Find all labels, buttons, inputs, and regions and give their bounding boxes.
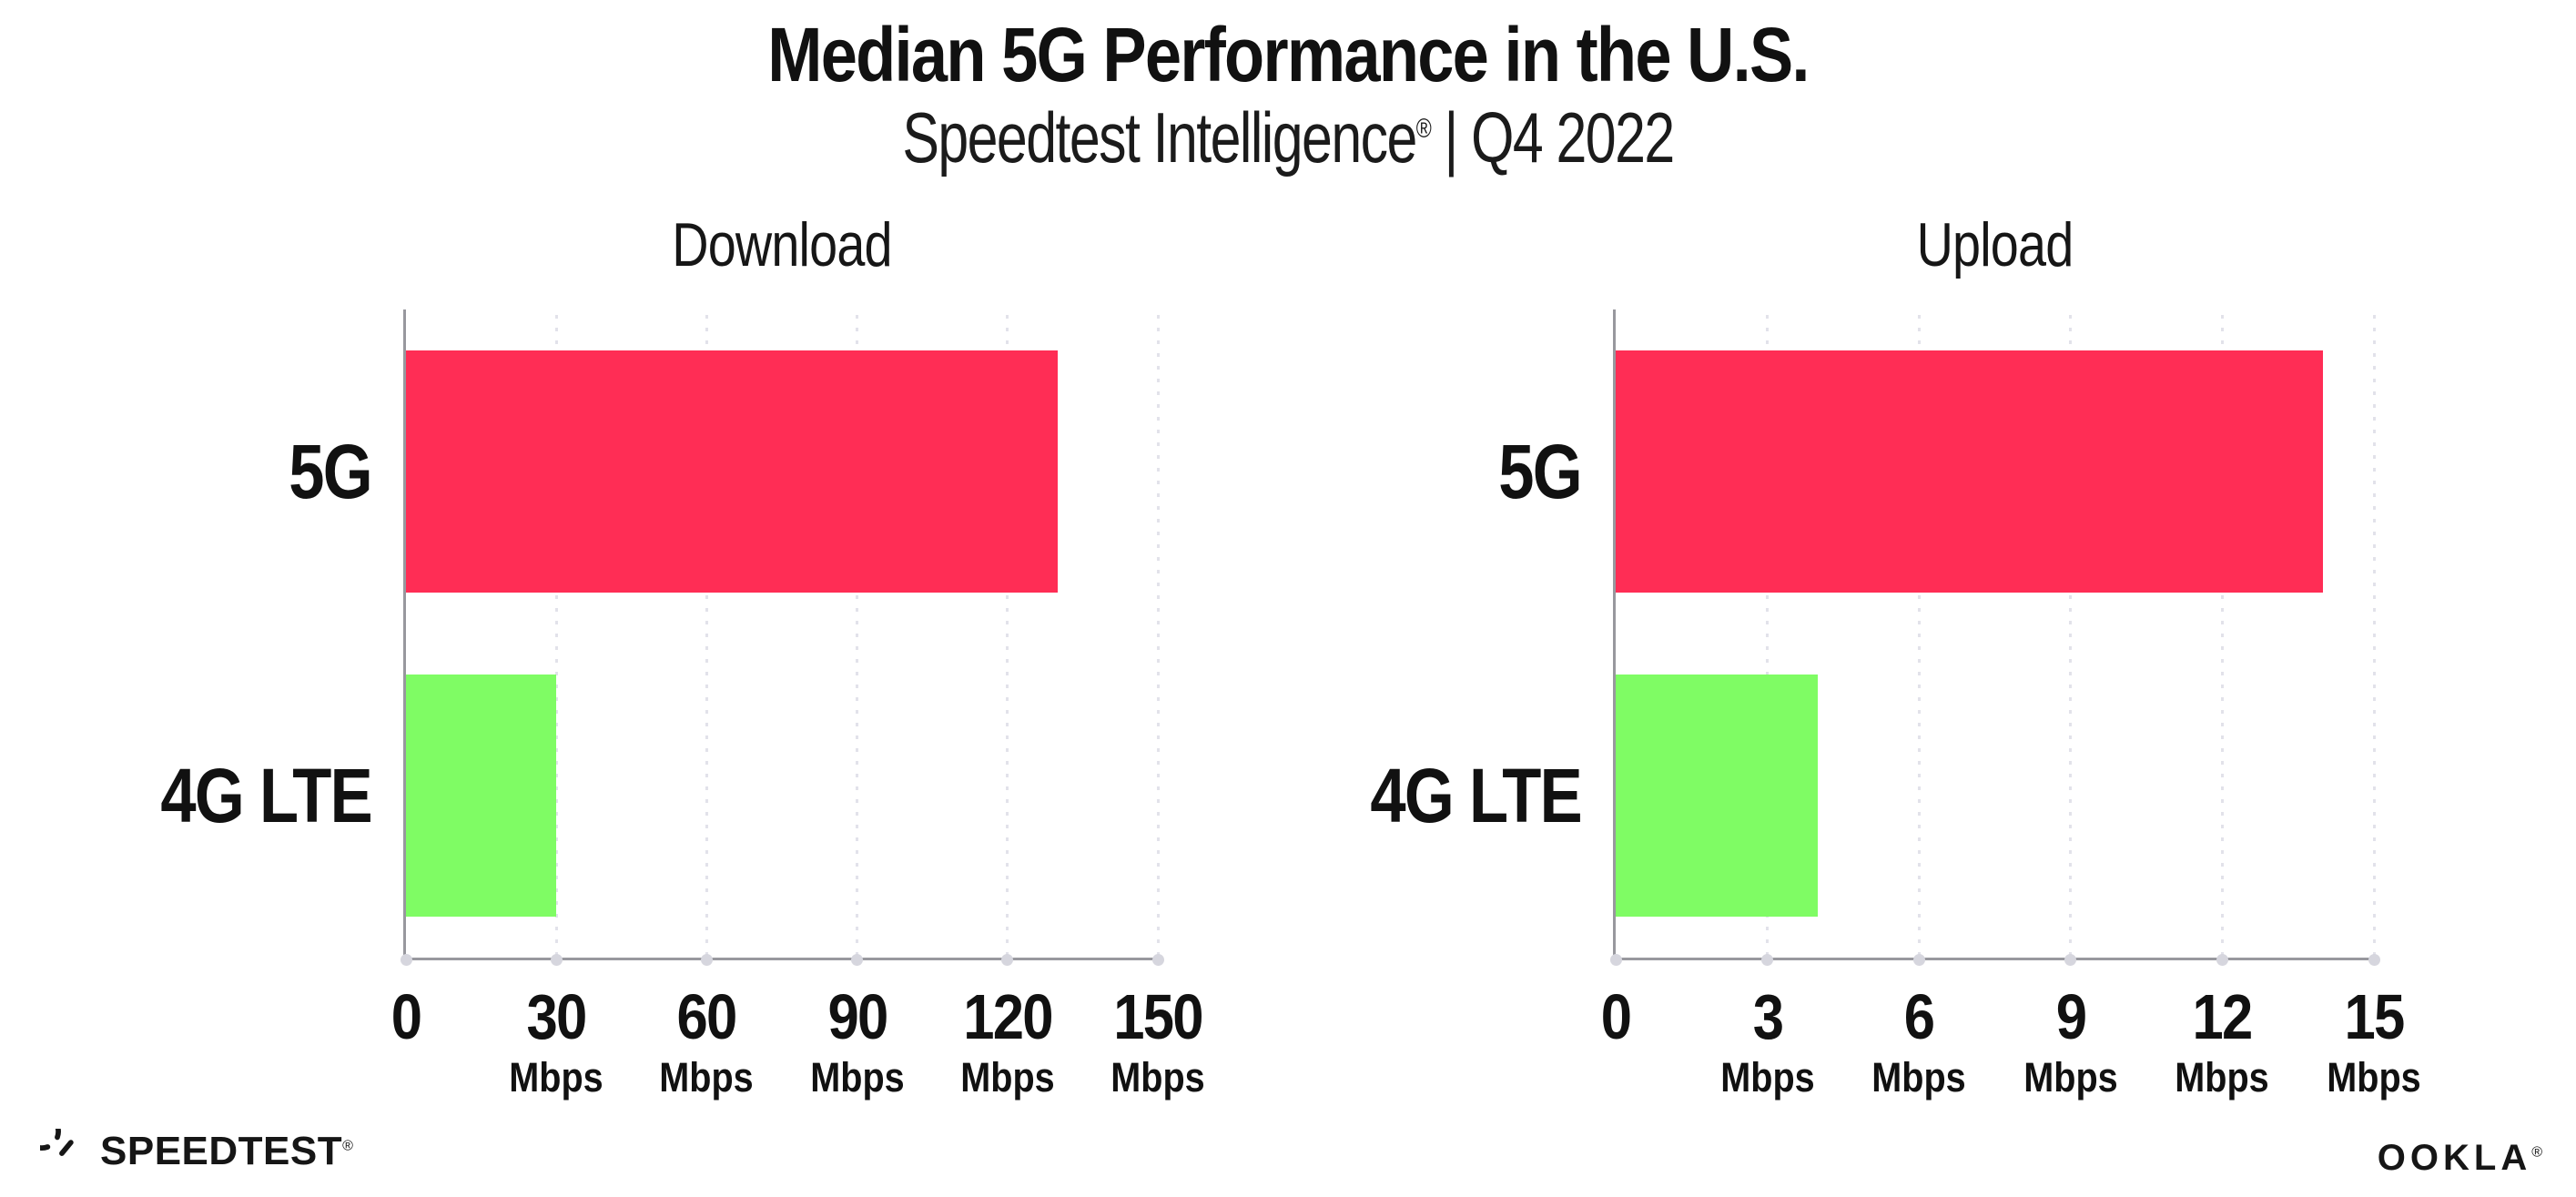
x-tick-label: 0 bbox=[297, 985, 515, 1049]
axis-tick-dot bbox=[2368, 954, 2380, 966]
gridline-150 bbox=[1156, 315, 1160, 958]
page-subtitle: Speedtest Intelligence® | Q4 2022 bbox=[283, 96, 2292, 179]
axis-tick-dot bbox=[1001, 954, 1014, 966]
axis-tick-dot bbox=[851, 954, 864, 966]
x-tick-value: 6 bbox=[1903, 981, 1935, 1052]
subtitle-period: | Q4 2022 bbox=[1430, 97, 1676, 178]
x-tick-unit: Mbps bbox=[1871, 1054, 1966, 1101]
category-label-4g-lte: 4G LTE bbox=[160, 753, 372, 838]
download-chart-title: Download bbox=[672, 210, 892, 279]
axis-tick-dot bbox=[1151, 954, 1164, 966]
x-tick-label: 90 Mbps bbox=[748, 985, 967, 1100]
x-tick-label: 6 Mbps bbox=[1810, 985, 2028, 1100]
x-tick-value: 90 bbox=[827, 981, 888, 1052]
registered-trademark-icon: ® bbox=[1415, 114, 1432, 144]
x-tick-value: 0 bbox=[390, 981, 422, 1052]
axis-tick-dot bbox=[2064, 954, 2077, 966]
x-tick-unit: Mbps bbox=[659, 1054, 755, 1101]
bar-4g-lte-upload bbox=[1616, 675, 1819, 917]
x-tick-value: 120 bbox=[963, 981, 1053, 1052]
x-tick-unit: Mbps bbox=[509, 1054, 603, 1101]
axis-tick-dot bbox=[2216, 954, 2228, 966]
x-tick-label: 60 Mbps bbox=[597, 985, 816, 1100]
speedtest-trademark-icon: ® bbox=[342, 1138, 354, 1154]
x-tick-unit: Mbps bbox=[2327, 1054, 2421, 1101]
x-tick-value: 3 bbox=[1752, 981, 1783, 1052]
ookla-wordmark: OOKLA bbox=[2377, 1138, 2532, 1178]
page-title: Median 5G Performance in the U.S. bbox=[767, 12, 1810, 97]
speedtest-logo-text: SPEEDTEST® bbox=[100, 1129, 353, 1174]
category-label-5g: 5G bbox=[1498, 429, 1582, 514]
x-tick-label: 3 Mbps bbox=[1658, 985, 1877, 1100]
x-tick-unit: Mbps bbox=[960, 1054, 1055, 1101]
x-tick-value: 9 bbox=[2055, 981, 2087, 1052]
x-tick-unit: Mbps bbox=[1719, 1054, 1815, 1101]
axis-tick-dot bbox=[1912, 954, 1925, 966]
x-tick-label: 15 Mbps bbox=[2265, 985, 2483, 1100]
bar-4g-lte-download bbox=[406, 675, 557, 917]
gridline-60 bbox=[705, 315, 708, 958]
gridline-120 bbox=[1006, 315, 1009, 958]
x-tick-label: 120 Mbps bbox=[898, 985, 1117, 1100]
x-tick-label: 30 Mbps bbox=[447, 985, 665, 1100]
x-tick-value: 150 bbox=[1113, 981, 1203, 1052]
subtitle-product-name: Speedtest Intelligence bbox=[902, 97, 1417, 178]
gridline-9 bbox=[2069, 315, 2073, 958]
x-tick-value: 12 bbox=[2192, 981, 2254, 1052]
speedtest-logo: SPEEDTEST® bbox=[40, 1129, 353, 1174]
speedtest-gauge-icon bbox=[40, 1129, 86, 1174]
x-tick-unit: Mbps bbox=[809, 1054, 905, 1101]
axis-tick-dot bbox=[700, 954, 713, 966]
x-tick-label: 9 Mbps bbox=[1962, 985, 2180, 1100]
x-tick-value: 30 bbox=[526, 981, 588, 1052]
x-tick-value: 0 bbox=[1600, 981, 1632, 1052]
x-tick-unit: Mbps bbox=[2175, 1054, 2270, 1101]
axis-tick-dot bbox=[550, 954, 563, 966]
ookla-trademark-icon: ® bbox=[2531, 1144, 2547, 1161]
download-chart-plot: Download 0 30 Mbps 60 Mbps 90 Mbps 120 Mbps 150 Mbp… bbox=[160, 210, 1204, 1100]
category-label-5g: 5G bbox=[289, 429, 372, 514]
upload-chart-title: Upload bbox=[1916, 210, 2074, 279]
gridline-12 bbox=[2220, 315, 2224, 958]
axis-tick-dot bbox=[1609, 954, 1622, 966]
bar-5g-download bbox=[406, 350, 1058, 593]
speedtest-wordmark: SPEEDTEST bbox=[100, 1129, 343, 1173]
ookla-logo: OOKLA® bbox=[2378, 1138, 2547, 1179]
axis-tick-dot bbox=[400, 954, 412, 966]
gridline-15 bbox=[2372, 315, 2376, 958]
bar-5g-upload bbox=[1616, 350, 2324, 593]
upload-chart-plot: Upload 0 3 Mbps 6 Mbps 9 Mbps 12 Mbps 15 Mbps 5G 4G L… bbox=[1370, 210, 2420, 1100]
gridline-90 bbox=[856, 315, 859, 958]
x-tick-unit: Mbps bbox=[2023, 1054, 2118, 1101]
gridline-6 bbox=[1917, 315, 1921, 958]
x-tick-value: 15 bbox=[2344, 981, 2405, 1052]
x-tick-label: 12 Mbps bbox=[2113, 985, 2331, 1100]
gridline-3 bbox=[1766, 315, 1770, 958]
category-label-4g-lte: 4G LTE bbox=[1370, 753, 1582, 838]
x-tick-label: 0 bbox=[1506, 985, 1725, 1049]
x-tick-value: 60 bbox=[676, 981, 738, 1052]
gridline-30 bbox=[554, 315, 558, 958]
x-tick-label: 150 Mbps bbox=[1049, 985, 1267, 1100]
x-tick-unit: Mbps bbox=[1111, 1054, 1205, 1101]
axis-tick-dot bbox=[1761, 954, 1774, 966]
